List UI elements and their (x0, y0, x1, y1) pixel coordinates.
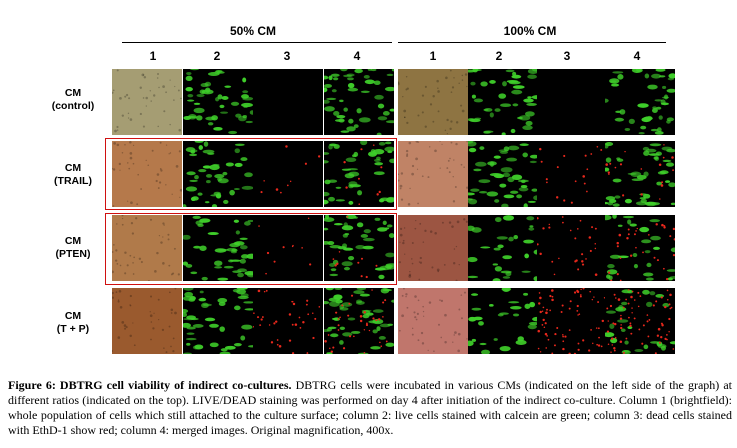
micrograph-50-row3-col4 (324, 215, 394, 281)
group-title-50: 50% CM (229, 24, 276, 38)
micrograph-50-row1-col3 (253, 69, 323, 135)
highlight-box-pten (105, 213, 397, 285)
col-num-100-4: 4 (633, 49, 641, 63)
micrograph-50-row3-col3 (253, 215, 323, 281)
micrograph-50-row1-col2 (183, 69, 253, 135)
micrograph-100-row3-col1 (398, 215, 468, 281)
micrograph-100-row4-col3 (537, 288, 607, 354)
micrograph-50-row2-col1 (112, 141, 182, 207)
row-label-pten: CM (PTEN) (38, 235, 108, 261)
micrograph-100-row1-col3 (537, 69, 607, 135)
col-num-100-1: 1 (429, 49, 437, 63)
micrograph-100-row1-col2 (468, 69, 538, 135)
col-num-100-3: 3 (563, 49, 571, 63)
row-label-trail: CM (TRAIL) (38, 162, 108, 188)
figure-caption: Figure 6: DBTRG cell viability of indire… (8, 378, 732, 438)
col-num-100-2: 2 (495, 49, 503, 63)
row-label-tp: CM (T + P) (38, 310, 108, 336)
row-label-line2: (PTEN) (55, 248, 91, 260)
micrograph-100-row4-col1 (398, 288, 468, 354)
group-title-100: 100% CM (503, 24, 557, 38)
micrograph-50-row4-col1 (112, 288, 182, 354)
micrograph-50-row1-col4 (324, 69, 394, 135)
micrograph-50-row2-col4 (324, 141, 394, 207)
micrograph-50-row1-col1 (112, 69, 182, 135)
row-label-line2: (TRAIL) (54, 175, 92, 187)
row-label-line1: CM (64, 310, 82, 322)
row-label-control: CM (control) (38, 87, 108, 113)
row-label-line1: CM (64, 87, 82, 99)
micrograph-100-row3-col4 (605, 215, 675, 281)
micrograph-50-row2-col3 (253, 141, 323, 207)
col-num-50-2: 2 (213, 49, 221, 63)
micrograph-100-row1-col4 (605, 69, 675, 135)
micrograph-100-row2-col2 (468, 141, 538, 207)
group-rule-100 (398, 42, 666, 43)
micrograph-100-row4-col4 (605, 288, 675, 354)
group-rule-50 (122, 42, 392, 43)
col-num-50-1: 1 (149, 49, 157, 63)
micrograph-50-row2-col2 (183, 141, 253, 207)
row-label-line1: CM (64, 162, 82, 174)
micrograph-50-row4-col2 (183, 288, 253, 354)
micrograph-50-row4-col3 (253, 288, 323, 354)
caption-label: Figure 6: DBTRG cell viability of indire… (8, 378, 292, 392)
micrograph-100-row4-col2 (468, 288, 538, 354)
micrograph-100-row1-col1 (398, 69, 468, 135)
highlight-box-trail (105, 138, 397, 210)
micrograph-100-row3-col2 (468, 215, 538, 281)
micrograph-100-row2-col1 (398, 141, 468, 207)
row-label-line2: (T + P) (56, 323, 90, 335)
micrograph-100-row2-col3 (537, 141, 607, 207)
col-num-50-4: 4 (353, 49, 361, 63)
col-num-50-3: 3 (283, 49, 291, 63)
caption-text: DBTRG cells were incubated in various CM… (8, 378, 732, 437)
row-label-line2: (control) (51, 100, 95, 112)
micrograph-50-row4-col4 (324, 288, 394, 354)
micrograph-100-row3-col3 (537, 215, 607, 281)
micrograph-50-row3-col1 (112, 215, 182, 281)
row-label-line1: CM (64, 235, 82, 247)
micrograph-50-row3-col2 (183, 215, 253, 281)
micrograph-100-row2-col4 (605, 141, 675, 207)
